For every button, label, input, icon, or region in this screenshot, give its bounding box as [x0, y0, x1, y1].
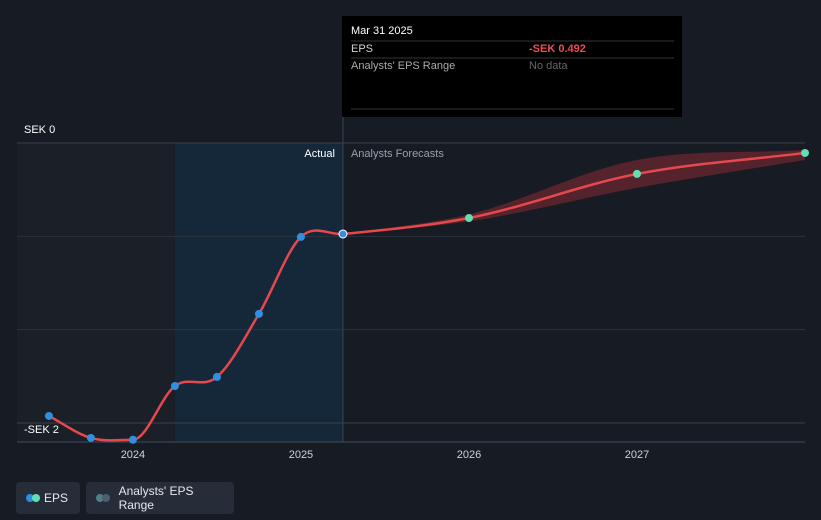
y-tick-label: -SEK 2	[24, 424, 59, 436]
forecast-label: Analysts Forecasts	[351, 148, 444, 160]
chart: Actual Analysts Forecasts SEK 0 -SEK 2 2024…	[17, 16, 809, 461]
eps-point	[44, 411, 53, 420]
eps-point	[254, 309, 263, 318]
marks-layer	[44, 148, 809, 444]
legend-swatch	[96, 494, 111, 502]
tooltip-label: Analysts' EPS Range	[351, 60, 455, 72]
background-layer: Actual Analysts Forecasts	[17, 16, 444, 442]
dot	[102, 494, 110, 502]
eps-point	[464, 214, 473, 223]
tooltip-box	[342, 16, 682, 117]
x-tick-label: 2027	[625, 449, 649, 461]
range-area	[342, 149, 805, 234]
tooltip: Mar 31 2025 EPS -SEK 0.492 Analysts' EPS…	[342, 16, 682, 117]
y-tick-label: SEK 0	[24, 124, 55, 136]
tooltip-date: Mar 31 2025	[351, 25, 413, 37]
actual-region	[174, 143, 343, 442]
x-tick-label: 2026	[457, 449, 481, 461]
legend-label: Analysts' EPS Range	[118, 484, 194, 512]
past-region	[17, 143, 175, 442]
legend-range[interactable]: Analysts' EPS Range	[86, 482, 234, 514]
tooltip-value: No data	[529, 60, 568, 72]
dot	[96, 494, 104, 502]
x-tick-label: 2025	[289, 449, 313, 461]
eps-point	[296, 232, 305, 241]
eps-point	[338, 229, 348, 239]
tooltip-value: -SEK 0.492	[529, 43, 586, 55]
eps-point	[86, 433, 95, 442]
legend-swatch	[26, 494, 40, 502]
eps-point	[170, 382, 179, 391]
legend-label: EPS	[43, 491, 68, 505]
grid-layer: SEK 0 -SEK 2 2024 2025 2026 2027	[17, 124, 805, 461]
dot	[26, 494, 34, 502]
x-tick-label: 2024	[121, 449, 145, 461]
dot	[32, 494, 40, 502]
eps-point	[632, 169, 641, 178]
eps-point	[128, 435, 137, 444]
eps-point	[212, 372, 221, 381]
eps-point	[801, 148, 809, 157]
tooltip-label: EPS	[351, 43, 373, 55]
legend-eps[interactable]: EPS	[16, 482, 80, 514]
actual-label: Actual	[304, 148, 335, 160]
